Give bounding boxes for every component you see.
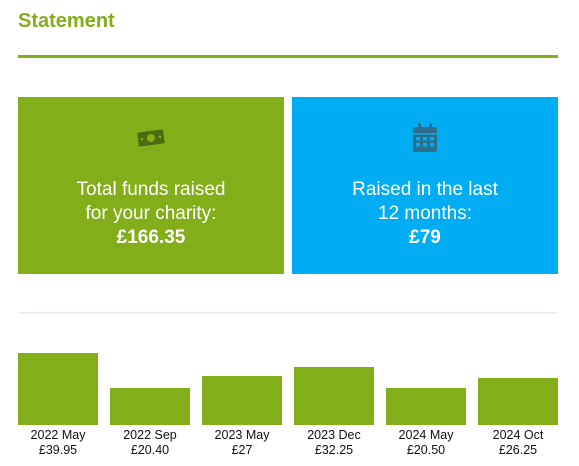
title-divider <box>18 55 558 58</box>
chart-value-label: £32.25 <box>314 443 354 457</box>
chart-category-label: 2022 May <box>30 428 86 442</box>
last-12-months-line2: 12 months: <box>378 203 472 224</box>
chart-category-label: 2024 May <box>398 428 454 442</box>
chart-value-label: £26.25 <box>498 443 538 457</box>
chart-value-label: £27 <box>231 443 253 457</box>
chart-category-label: 2022 Sep <box>123 428 177 442</box>
chart-category-label: 2023 May <box>214 428 270 442</box>
calendar-icon <box>292 123 558 153</box>
last-12-months-line1: Raised in the last <box>352 179 498 200</box>
chart-bar <box>294 367 374 425</box>
chart-bar <box>478 378 558 425</box>
chart-category-label: 2023 Dec <box>307 428 361 442</box>
chart-value-label: £20.40 <box>130 443 170 457</box>
chart-bar <box>110 388 190 425</box>
section-divider <box>18 312 558 314</box>
chart-bar-label: 2023 May £27 <box>192 428 292 458</box>
chart-bar <box>18 353 98 425</box>
chart-value-label: £20.50 <box>406 443 446 457</box>
chart-bar <box>202 376 282 425</box>
last-12-months-card: Raised in the last 12 months: £79 <box>292 97 558 274</box>
chart-bar <box>386 388 466 425</box>
total-funds-card: Total funds raised for your charity: £16… <box>18 97 284 274</box>
total-funds-line2: for your charity: <box>85 203 217 224</box>
chart-category-label: 2024 Oct <box>492 428 544 442</box>
chart-bar-label: 2024 Oct £26.25 <box>468 428 568 458</box>
chart-bar-label: 2023 Dec £32.25 <box>284 428 384 458</box>
total-funds-amount: £166.35 <box>116 227 186 248</box>
chart-bar-label: 2024 May £20.50 <box>376 428 476 458</box>
money-icon <box>18 123 284 153</box>
chart-bar-label: 2022 Sep £20.40 <box>100 428 200 458</box>
page-title: Statement <box>18 10 115 32</box>
chart-value-label: £39.95 <box>38 443 78 457</box>
last-12-months-amount: £79 <box>409 227 441 248</box>
chart-bar-label: 2022 May £39.95 <box>8 428 108 458</box>
total-funds-line1: Total funds raised <box>76 179 226 200</box>
